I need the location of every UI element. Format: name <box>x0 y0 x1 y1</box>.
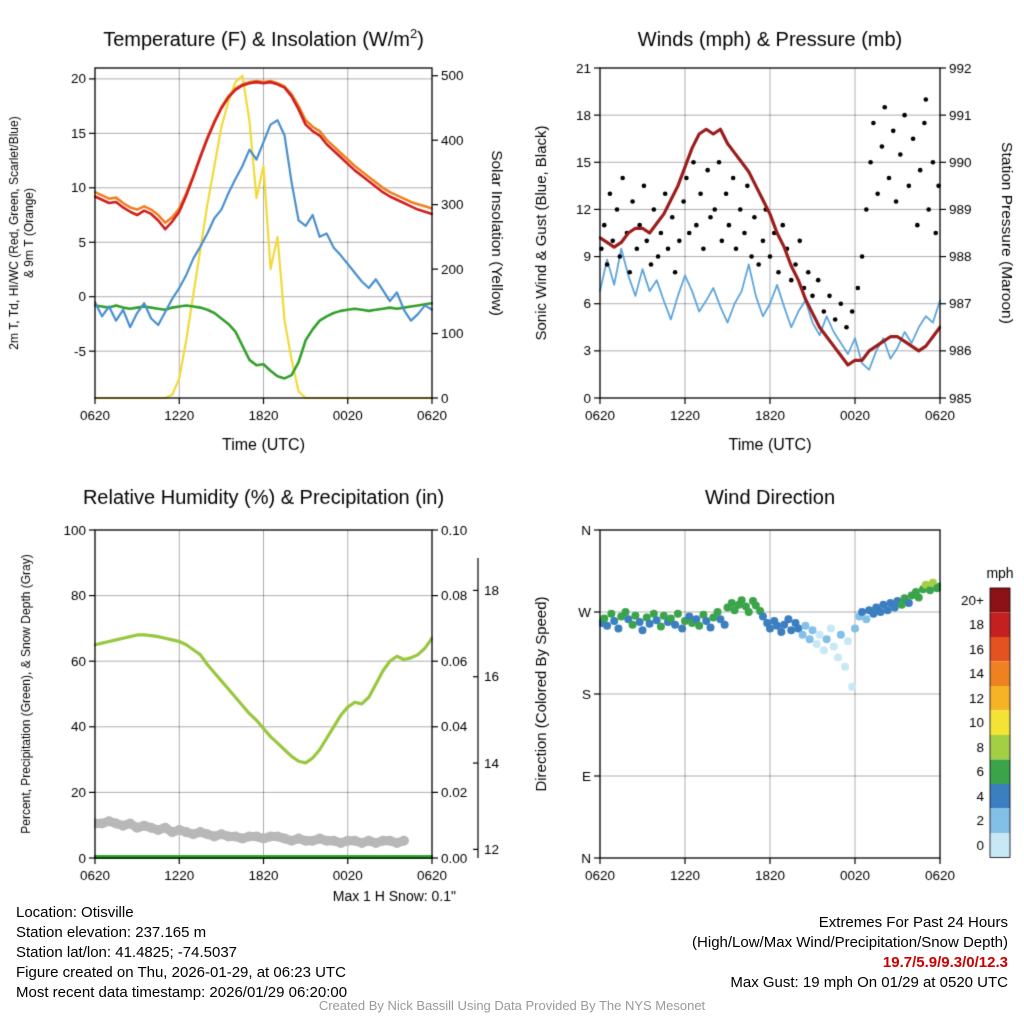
extremes-values: 19.7/5.9/9.3/0/12.3 <box>882 954 1008 971</box>
extremes-title: Extremes For Past 24 Hours <box>818 914 1008 931</box>
max-gust: Max Gust: 19 mph On 01/29 at 0520 UTC <box>730 974 1008 991</box>
station-info-block: Location: Otisville Station elevation: 2… <box>16 903 347 1003</box>
extremes-subtitle: (High/Low/Max Wind/Precipitation/Snow De… <box>692 934 1008 951</box>
extremes-block: Extremes For Past 24 Hours (High/Low/Max… <box>692 913 1008 993</box>
station-location: Location: Otisville <box>16 904 134 921</box>
temperature-insolation-chart <box>0 0 512 460</box>
wind-direction-chart <box>512 460 1024 920</box>
data-timestamp: Most recent data timestamp: 2026/01/29 0… <box>16 984 348 1001</box>
humidity-precipitation-chart <box>0 460 512 920</box>
station-elevation: Station elevation: 237.165 m <box>16 924 207 941</box>
figure-created: Figure created on Thu, 2026-01-29, at 06… <box>16 964 346 981</box>
station-latlon: Station lat/lon: 41.4825; -74.5037 <box>16 944 238 961</box>
credit-line: Created By Nick Bassill Using Data Provi… <box>318 998 706 1013</box>
winds-pressure-chart <box>512 0 1024 460</box>
